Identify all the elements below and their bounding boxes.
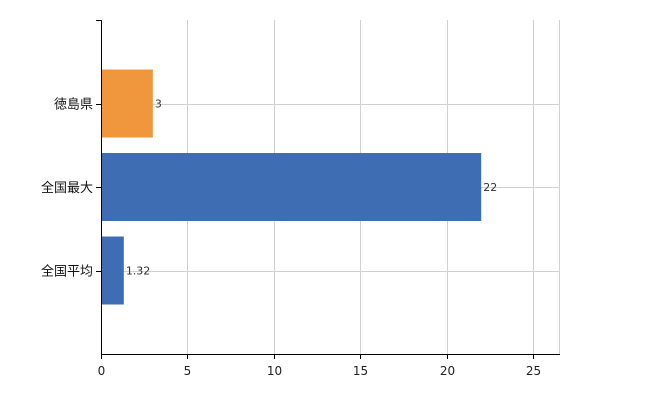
labels: 0 5 10 15 20 25 徳島県 3 全国最大 22 全国平均 1.32 bbox=[41, 98, 541, 379]
data-label: 1.32 bbox=[126, 265, 151, 278]
category-label: 徳島県 bbox=[54, 98, 93, 113]
category-label: 全国平均 bbox=[41, 264, 93, 280]
x-tick-label: 15 bbox=[353, 364, 368, 378]
bars bbox=[102, 69, 482, 305]
x-tick-label: 10 bbox=[267, 364, 282, 378]
data-label: 22 bbox=[483, 181, 497, 194]
bar-0 bbox=[102, 69, 153, 138]
x-tick-label: 25 bbox=[526, 364, 541, 378]
bar-1 bbox=[102, 153, 482, 221]
axes bbox=[101, 20, 560, 355]
bar-2 bbox=[102, 236, 124, 305]
x-tick-label: 20 bbox=[440, 364, 455, 378]
x-tick-label: 5 bbox=[184, 364, 192, 378]
data-label: 3 bbox=[155, 98, 162, 111]
x-tick-label: 0 bbox=[98, 364, 106, 378]
category-label: 全国最大 bbox=[41, 180, 93, 196]
